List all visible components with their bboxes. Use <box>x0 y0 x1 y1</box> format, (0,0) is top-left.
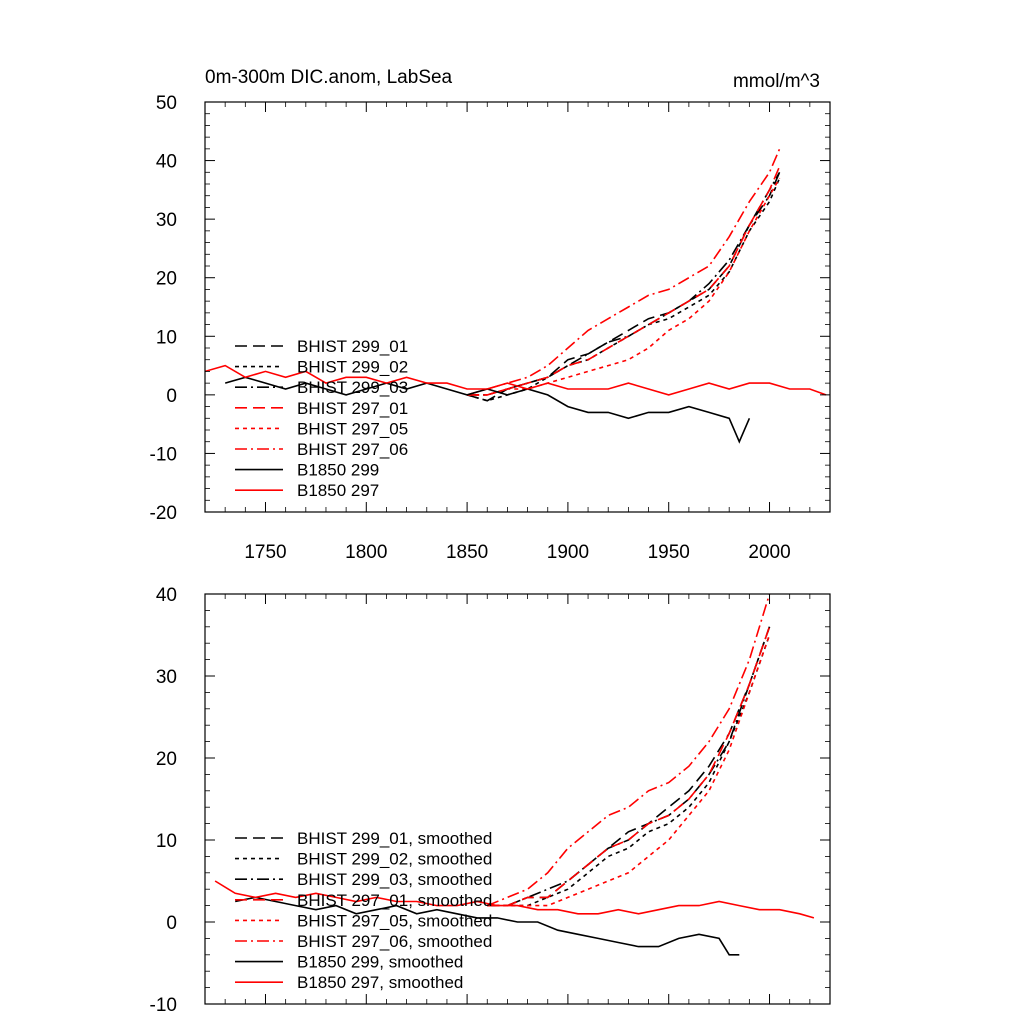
x-tick-label: 1850 <box>446 542 488 563</box>
y-tick-label: 30 <box>156 667 177 688</box>
x-tick-label: 1750 <box>244 542 286 563</box>
y-tick-label: -20 <box>150 503 177 524</box>
legend-label: BHIST 299_03, smoothed <box>297 870 492 889</box>
legend-label: B1850 297, smoothed <box>297 973 463 992</box>
y-tick-label: 20 <box>156 749 177 770</box>
x-tick-label: 1950 <box>648 542 690 563</box>
legend-label: B1850 299 <box>297 461 379 480</box>
legend-label: BHIST 299_02, smoothed <box>297 850 492 869</box>
series-line-0-7 <box>205 364 827 396</box>
y-tick-label: 30 <box>156 210 177 231</box>
legend-label: BHIST 299_02 <box>297 358 408 377</box>
legend-label: BHIST 297_01, smoothed <box>297 891 492 910</box>
series-line-0-0 <box>466 171 781 402</box>
legend-label: B1850 299, smoothed <box>297 953 463 972</box>
y-tick-label: 10 <box>156 327 177 348</box>
legend-label: BHIST 297_06, smoothed <box>297 932 492 951</box>
series-line-1-2 <box>487 626 771 907</box>
y-tick-label: 0 <box>166 913 177 934</box>
y-tick-label: -10 <box>150 995 177 1016</box>
panel1-units: mmol/m^3 <box>733 71 820 92</box>
y-tick-label: 50 <box>156 93 177 114</box>
legend-label: B1850 297 <box>297 481 379 500</box>
series-line-0-5 <box>466 148 781 396</box>
legend: BHIST 299_01, smoothed BHIST 299_02, smoo… <box>235 829 492 992</box>
legend-label: BHIST 299_03 <box>297 378 408 397</box>
panel1-title: 0m-300m DIC.anom, LabSea <box>205 67 453 88</box>
x-tick-label: 1800 <box>345 542 387 563</box>
panel-top: 1750 1800 1850 1900 1950 2000 -20 -10 0 10 20 30 40 5… <box>150 93 831 563</box>
series-line-1-3 <box>487 626 771 907</box>
legend-label: BHIST 299_01, smoothed <box>297 829 492 848</box>
y-tick-label: 40 <box>156 152 177 173</box>
legend-label: BHIST 297_05, smoothed <box>297 911 492 930</box>
series-line-1-6 <box>235 896 740 956</box>
series-line-0-1 <box>466 177 781 402</box>
x-tick-label: 2000 <box>748 542 790 563</box>
x-tick-label: 1900 <box>547 542 589 563</box>
series-line-1-7 <box>214 880 815 919</box>
series-line-1-0 <box>487 626 771 907</box>
series-line-1-1 <box>487 634 771 907</box>
plot-frame <box>204 593 831 1005</box>
legend-label: BHIST 297_06 <box>297 440 408 459</box>
y-tick-label: 40 <box>156 585 177 606</box>
y-tick-label: 10 <box>156 831 177 852</box>
legend-label: BHIST 297_05 <box>297 419 408 438</box>
series-line-1-4 <box>487 634 771 907</box>
legend-label: BHIST 297_01 <box>297 399 408 418</box>
legend-label: BHIST 299_01 <box>297 337 408 356</box>
plot-frame <box>204 101 831 513</box>
series-line-1-5 <box>486 594 771 907</box>
y-tick-label: 0 <box>166 386 177 407</box>
y-tick-label: 20 <box>156 269 177 290</box>
series-line-0-4 <box>467 177 781 396</box>
series-line-0-6 <box>224 376 751 444</box>
y-tick-label: -10 <box>150 444 177 465</box>
series-line-0-3 <box>467 166 781 396</box>
